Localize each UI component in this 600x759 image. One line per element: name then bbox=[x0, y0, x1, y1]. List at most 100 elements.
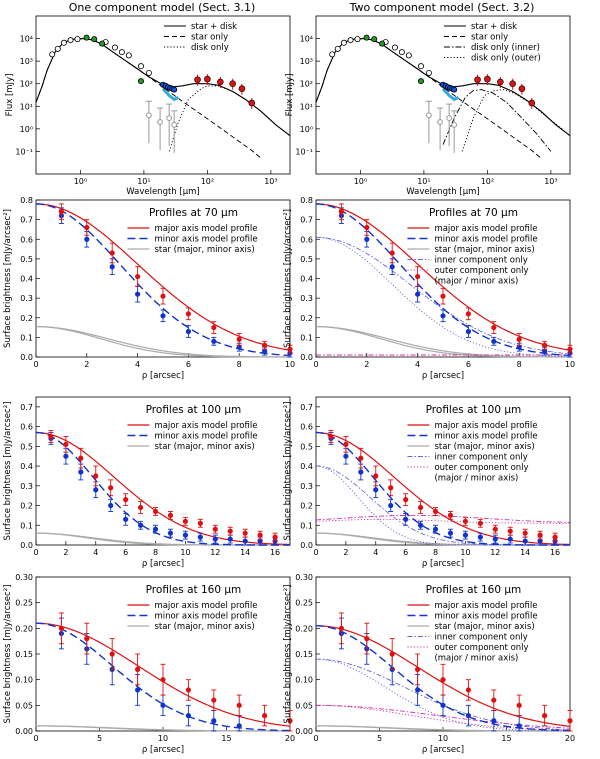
sed-one-white-point-8 bbox=[125, 52, 132, 59]
prof70-one-obs-major-point-7 bbox=[236, 336, 242, 342]
prof100-two-xtick-label-1: 2 bbox=[343, 548, 348, 557]
prof100-two-ytick-label-1: 0.1 bbox=[300, 521, 313, 530]
prof100-two-inner-minor bbox=[315, 465, 570, 546]
prof160-one-obs-major-point-5 bbox=[185, 687, 191, 693]
prof160-two-legend-label-1: minor axis model profile bbox=[434, 612, 537, 622]
prof100-one-obs-minor-point-3 bbox=[93, 487, 99, 493]
prof100-two-model-minor bbox=[315, 431, 570, 546]
prof70-two-ytick-label-4: 0.4 bbox=[300, 275, 313, 284]
prof100-two-xtick-label-5: 10 bbox=[460, 548, 470, 557]
sed-one-white-point-1 bbox=[54, 45, 61, 52]
sed-two-ytick-label-3: 10² bbox=[300, 80, 313, 89]
prof100-two-obs-minor-point-12 bbox=[507, 536, 513, 542]
sed-two-green-point-3 bbox=[417, 78, 424, 85]
prof70-one-model-major bbox=[35, 203, 291, 351]
prof70-two-obs-major-point-7 bbox=[516, 336, 522, 342]
prof70-one-ylabel: Surface brightness [mJy/arcsec²] bbox=[3, 209, 13, 348]
prof70-one-title: Profiles at 70 μm bbox=[149, 207, 238, 219]
prof100-one-xtick-label-1: 2 bbox=[63, 548, 68, 557]
prof100-one-obs-major-point-12 bbox=[227, 528, 233, 534]
prof70-two-xlabel: ρ [arcsec] bbox=[422, 371, 464, 381]
prof160-one-obs-major-point-7 bbox=[236, 702, 242, 708]
prof100-one-obs-minor-point-2 bbox=[78, 469, 84, 475]
sed-two-white-point-10 bbox=[417, 63, 424, 70]
sed-two-red-point-2 bbox=[497, 78, 504, 86]
prof160-two-outer-minor bbox=[316, 704, 571, 731]
prof70-one-xlabel: ρ [arcsec] bbox=[142, 371, 184, 381]
prof160-one-obs-major-point-6 bbox=[211, 697, 217, 703]
prof100-one-obs-minor-point-7 bbox=[152, 526, 159, 532]
prof100-two-obs-major-point-15 bbox=[552, 534, 558, 540]
prof100-one-ytick-label-5: 0.5 bbox=[20, 442, 33, 451]
prof160-one-ytick-label-1: 0.05 bbox=[15, 701, 33, 710]
prof160-two-obs-major-point-8 bbox=[542, 713, 548, 719]
prof70-one-ytick-label-1: 0.1 bbox=[20, 333, 33, 342]
sed-two-white-point-6 bbox=[391, 44, 398, 51]
prof70-one-legend-label-0: major axis model profile bbox=[154, 224, 257, 234]
prof70-two-legend-label-1: minor axis model profile bbox=[434, 235, 537, 245]
prof70-two-obs-minor-point-4 bbox=[440, 313, 446, 319]
prof100-two-obs-major-point-4 bbox=[388, 485, 394, 491]
sed-one-ylabel: Flux [mJy] bbox=[5, 74, 15, 117]
prof160-one-obs-major-point-2 bbox=[109, 651, 115, 657]
sed-two-white-point-1 bbox=[334, 45, 341, 52]
prof160-one-obs-minor-point-4 bbox=[160, 702, 166, 708]
prof100-two-ytick-label-0: 0.0 bbox=[300, 541, 313, 550]
prof160-one-ytick-label-3: 0.15 bbox=[15, 650, 33, 659]
sed-one-red-point-4 bbox=[238, 85, 246, 93]
sed-two-red-point-5 bbox=[528, 99, 536, 107]
prof70-one-ytick-label-2: 0.2 bbox=[20, 314, 33, 323]
sed-two-white-point-3 bbox=[347, 37, 354, 44]
prof70-two-xtick-label-2: 4 bbox=[415, 360, 420, 369]
prof70-one-obs-major-point-6 bbox=[211, 324, 217, 331]
sed-two-red-point-0 bbox=[474, 76, 481, 84]
prof160-one-legend-label-1: minor axis model profile bbox=[154, 612, 257, 622]
prof70-two-legend-label-4: outer component only bbox=[434, 266, 528, 276]
prof70-one-obs-minor-point-5 bbox=[185, 328, 191, 335]
prof70-two-obs-major-point-3 bbox=[415, 273, 421, 280]
prof160-one-obs-minor-point-7 bbox=[236, 723, 242, 729]
prof100-two-panel: 0 2 4 6 8 10 12 14 16 0.0 0.1 0.2 0.3 0.4 0.5 0.6 0.7 ρ [… bbox=[283, 396, 571, 569]
prof100-two-ytick-label-7: 0.7 bbox=[300, 403, 313, 412]
prof100-two-obs-major-point-1 bbox=[343, 441, 349, 447]
prof100-two-obs-major-point-7 bbox=[432, 508, 439, 515]
prof100-one-ytick-label-3: 0.3 bbox=[20, 482, 33, 491]
prof70-two-obs-minor-point-6 bbox=[491, 338, 497, 344]
prof160-two-ytick-label-6: 0.30 bbox=[295, 573, 313, 582]
prof70-one-ytick-label-3: 0.3 bbox=[20, 294, 33, 303]
prof100-one-obs-major-point-5 bbox=[123, 497, 129, 503]
prof160-two-obs-major-point-9 bbox=[567, 718, 573, 724]
prof70-one-xtick-label-2: 4 bbox=[135, 360, 140, 369]
prof100-two-ytick-label-4: 0.4 bbox=[300, 462, 313, 471]
prof70-two-ytick-label-1: 0.1 bbox=[300, 333, 313, 342]
sed-one-red-point-2 bbox=[217, 78, 224, 86]
prof100-two-obs-minor-point-11 bbox=[492, 536, 498, 542]
prof100-two-xtick-label-8: 16 bbox=[550, 548, 560, 557]
sed-two-legend-label-2: disk only (inner) bbox=[471, 43, 540, 53]
sed-two-legend-label-3: disk only (outer) bbox=[471, 54, 541, 64]
prof160-one-obs-major-point-3 bbox=[135, 666, 141, 673]
prof160-two-obs-major-point-0 bbox=[338, 625, 344, 631]
sed-one-green-point-1 bbox=[91, 36, 98, 43]
prof100-two-obs-minor-point-14 bbox=[537, 538, 543, 544]
prof100-two-obs-minor-point-5 bbox=[403, 516, 409, 522]
sed-two-line-star bbox=[315, 38, 542, 159]
sed-two-line-outer bbox=[461, 89, 563, 152]
prof100-one-ytick-label-2: 0.2 bbox=[20, 502, 33, 511]
prof70-one-obs-minor-point-7 bbox=[236, 344, 242, 350]
sed-one-ytick-label-3: 10² bbox=[20, 80, 33, 89]
sed-one-ytick-label-5: 10⁴ bbox=[20, 35, 33, 44]
prof70-two-obs-major-point-0 bbox=[338, 209, 344, 215]
prof100-two-title: Profiles at 100 μm bbox=[426, 404, 522, 416]
prof100-two-model-major bbox=[315, 431, 571, 546]
prof70-two-ytick-label-6: 0.6 bbox=[300, 235, 313, 244]
prof160-two-ytick-label-5: 0.25 bbox=[295, 599, 313, 608]
sed-one-blue-point-5 bbox=[171, 86, 178, 93]
prof100-one-obs-minor-point-12 bbox=[227, 536, 233, 542]
prof100-one-panel: 0 2 4 6 8 10 12 14 16 0.0 0.1 0.2 0.3 0.4 0.5 0.6 0.7 ρ [… bbox=[3, 396, 291, 569]
prof70-two-legend-label-2: star (major, minor axis) bbox=[434, 245, 534, 255]
prof70-two-ytick-label-3: 0.3 bbox=[300, 294, 313, 303]
prof100-one-obs-minor-point-13 bbox=[242, 538, 248, 544]
prof70-two-xtick-label-4: 8 bbox=[517, 360, 522, 369]
prof70-two-obs-major-point-4 bbox=[440, 293, 446, 299]
